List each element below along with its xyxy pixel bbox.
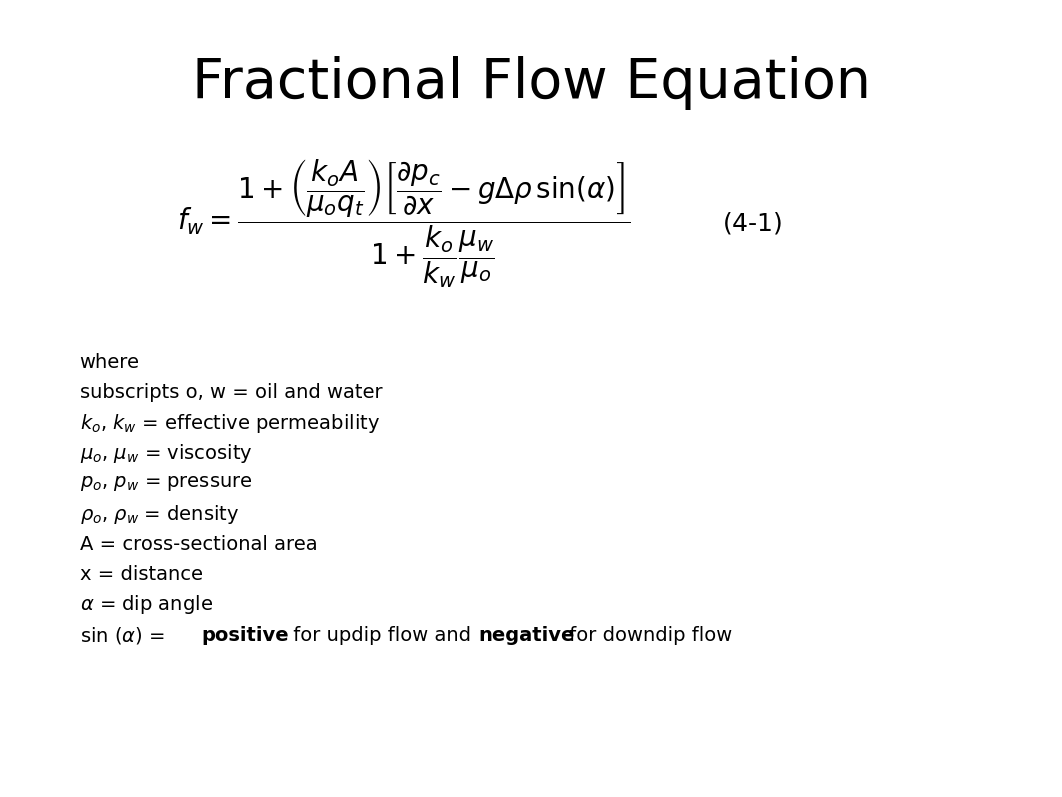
Text: $\alpha$ = dip angle: $\alpha$ = dip angle xyxy=(80,594,212,616)
Text: subscripts o, w = oil and water: subscripts o, w = oil and water xyxy=(80,383,382,402)
Text: x = distance: x = distance xyxy=(80,565,203,584)
Text: positive: positive xyxy=(202,626,290,645)
Text: sin ($\alpha$) =: sin ($\alpha$) = xyxy=(80,625,167,646)
Text: $\rho_o$, $\rho_w$ = density: $\rho_o$, $\rho_w$ = density xyxy=(80,503,239,525)
Text: where: where xyxy=(80,353,139,372)
Text: for downdip flow: for downdip flow xyxy=(563,626,732,645)
Text: for updip flow and: for updip flow and xyxy=(287,626,477,645)
Text: $(4\text{-}1)$: $(4\text{-}1)$ xyxy=(722,210,783,236)
Text: $p_o$, $p_w$ = pressure: $p_o$, $p_w$ = pressure xyxy=(80,474,253,493)
Text: $f_{w} = \dfrac{1 + \left(\dfrac{k_o A}{\mu_o q_t}\right)\left[\dfrac{\partial p: $f_{w} = \dfrac{1 + \left(\dfrac{k_o A}{… xyxy=(177,157,630,289)
Text: negative: negative xyxy=(478,626,575,645)
Text: $k_o$, $k_w$ = effective permeability: $k_o$, $k_w$ = effective permeability xyxy=(80,412,380,434)
Text: Fractional Flow Equation: Fractional Flow Equation xyxy=(191,56,871,110)
Text: $\mu_o$, $\mu_w$ = viscosity: $\mu_o$, $\mu_w$ = viscosity xyxy=(80,442,253,465)
Text: A = cross-sectional area: A = cross-sectional area xyxy=(80,535,318,554)
